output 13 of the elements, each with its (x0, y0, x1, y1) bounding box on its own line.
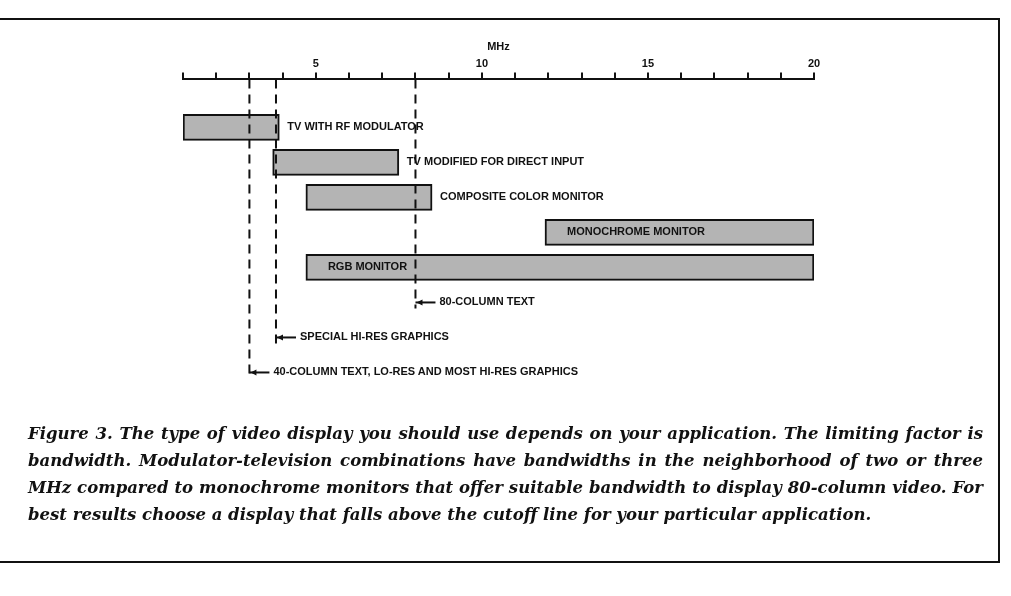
ref-line-label: SPECIAL HI-RES GRAPHICS (299, 330, 449, 343)
x-tick-label: 15 (641, 56, 655, 69)
ref-line-label: 80-COLUMN TEXT (439, 295, 536, 308)
x-tick-label: 20 (807, 56, 821, 69)
y-tick-label: MONOCHROME MONITOR (566, 225, 705, 238)
y-tick-label: RGB MONITOR (327, 260, 408, 273)
y-tick-label: COMPOSITE COLOR MONITOR (440, 190, 604, 203)
x-tick-label: 10 (475, 56, 489, 69)
ref-line-label: 40-COLUMN TEXT, LO-RES AND MOST HI-RES GRAPHICS (273, 365, 578, 378)
caption: Figure 3. The type of video display you should use depends on your application. The limiting factor is bandwidth. Modulator-television combinations have bandwidths in the neighborhood of two or three MHz compared to monochrome monitors that offer suitable bandwidth to display 80-column video. For best results choose a display that falls above the cutoff line for your particular application. (28, 423, 983, 526)
x-axis-title: MHz (487, 39, 511, 52)
x-tick-label: 5 (312, 56, 319, 69)
y-tick-label: TV WITH RF MODULATOR (287, 120, 424, 133)
